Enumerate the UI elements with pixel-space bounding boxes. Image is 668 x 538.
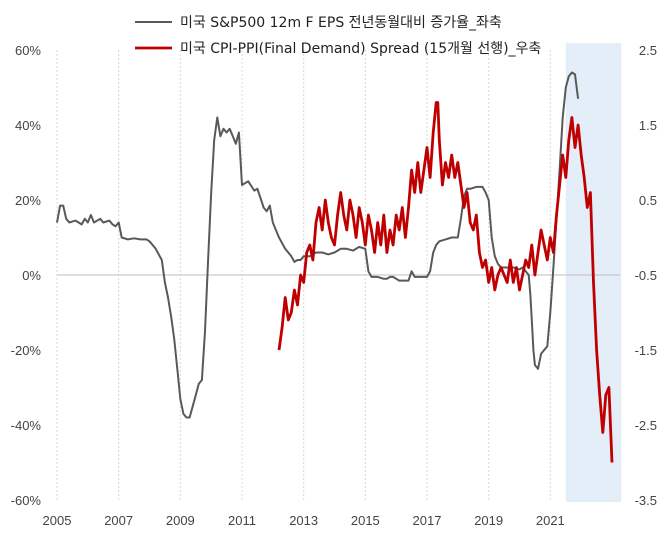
y-right-tick-label: 0.5 [639, 193, 657, 208]
x-tick-label: 2021 [536, 513, 565, 528]
y-right-tick-label: 1.5 [639, 118, 657, 133]
x-tick-label: 2019 [474, 513, 503, 528]
y-right-tick-label: -3.5 [635, 493, 657, 508]
x-axis-ticks: 2005 2007 2009 2011 2013 2015 2017 2019 2021 [43, 513, 565, 528]
y-right-tick-label: -2.5 [635, 418, 657, 433]
series-layer [56, 71, 614, 463]
series-line-cpi-ppi-spread [277, 101, 614, 463]
legend-label-spread: 미국 CPI-PPI(Final Demand) Spread (15개월 선행… [180, 41, 541, 57]
y-left-tick-label: -40% [11, 418, 42, 433]
right-axis-ticks: 2.5 1.5 0.5 -0.5 -1.5 -2.5 -3.5 [635, 43, 657, 508]
y-left-tick-label: -60% [11, 493, 42, 508]
y-left-tick-label: 0% [22, 268, 41, 283]
x-tick-label: 2017 [413, 513, 442, 528]
x-tick-label: 2009 [166, 513, 195, 528]
legend-label-eps: 미국 S&P500 12m F EPS 전년동월대비 증가율_좌축 [180, 15, 502, 31]
y-left-tick-label: 20% [15, 193, 41, 208]
y-left-tick-label: 40% [15, 118, 41, 133]
y-right-tick-label: -1.5 [635, 343, 657, 358]
y-right-tick-label: 2.5 [639, 43, 657, 58]
x-tick-label: 2007 [104, 513, 133, 528]
y-left-tick-label: -20% [11, 343, 42, 358]
x-tick-label: 2005 [43, 513, 72, 528]
y-right-tick-label: -0.5 [635, 268, 657, 283]
left-axis-ticks: 60% 40% 20% 0% -20% -40% -60% [11, 43, 42, 508]
x-tick-label: 2013 [289, 513, 318, 528]
series-line-eps-growth [56, 71, 580, 419]
x-tick-label: 2011 [228, 513, 256, 528]
y-left-tick-label: 60% [15, 43, 41, 58]
x-tick-label: 2015 [351, 513, 380, 528]
